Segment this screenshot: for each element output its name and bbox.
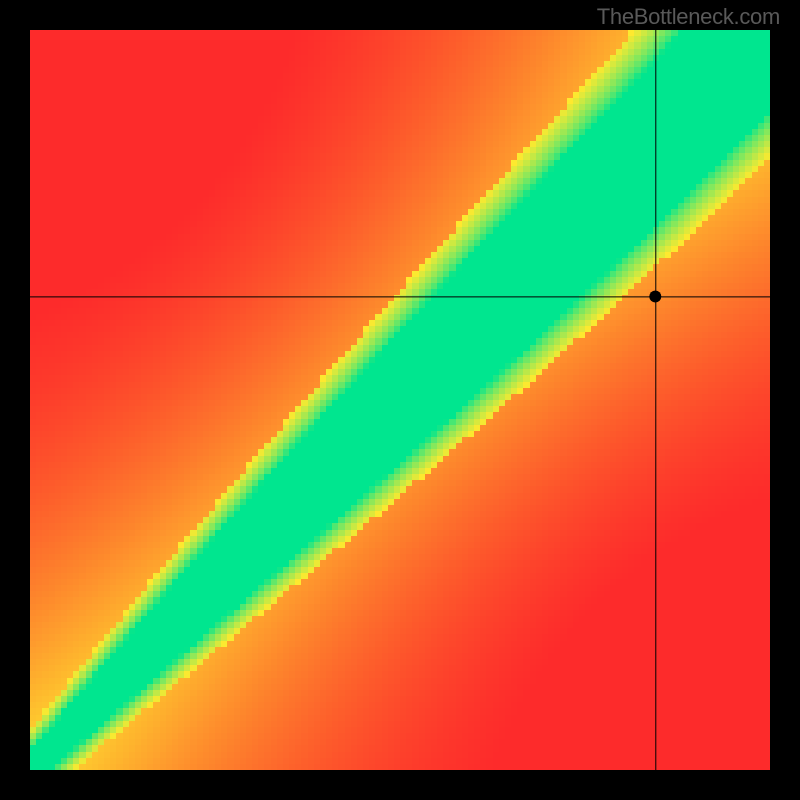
chart-container: TheBottleneck.com — [0, 0, 800, 800]
crosshair-overlay — [0, 0, 800, 800]
watermark-text: TheBottleneck.com — [597, 4, 780, 30]
